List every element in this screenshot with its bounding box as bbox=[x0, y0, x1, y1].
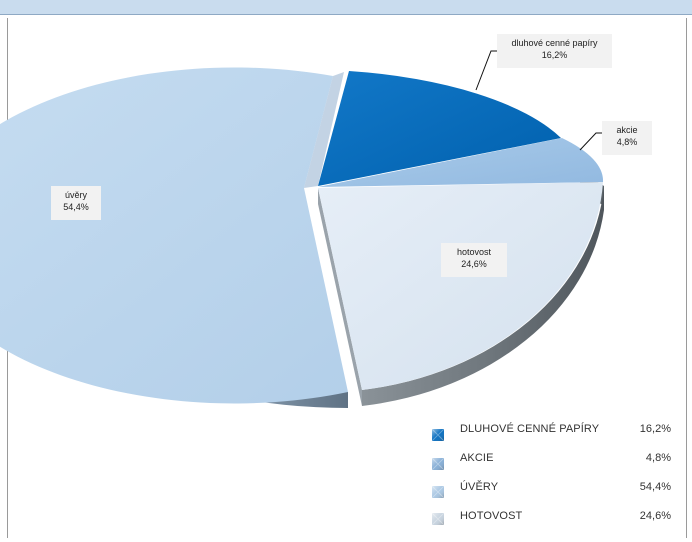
legend-swatch-dluhove bbox=[431, 428, 445, 442]
data-label-akcie-value: 4,8% bbox=[616, 137, 638, 147]
slice-dluhove-top bbox=[318, 71, 561, 186]
data-label-hotovost: hotovost 24,6% bbox=[441, 243, 507, 277]
leader-line-dluhove bbox=[475, 50, 497, 91]
legend-swatch-hotovost bbox=[431, 512, 445, 526]
data-label-uvery-name: úvěry bbox=[64, 190, 87, 200]
data-label-akcie-name: akcie bbox=[616, 125, 638, 135]
legend-item-hotovost: HOTOVOST 24,6% bbox=[431, 507, 677, 536]
slice-akcie-top bbox=[318, 138, 604, 187]
legend-value-uvery: 54,4% bbox=[639, 481, 671, 493]
legend-item-dluhove: DLUHOVÉ CENNÉ PAPÍRY 16,2% bbox=[431, 420, 677, 449]
legend-swatches bbox=[431, 428, 445, 526]
legend-item-akcie: AKCIE 4,8% bbox=[431, 449, 677, 478]
legend-name-hotovost: HOTOVOST bbox=[460, 510, 523, 522]
slice-uvery-top bbox=[0, 67, 348, 404]
legend-item-uvery: ÚVĚRY 54,4% bbox=[431, 478, 677, 507]
legend-name-uvery: ÚVĚRY bbox=[460, 481, 499, 493]
legend-swatch-akcie bbox=[431, 457, 445, 471]
data-label-hotovost-value: 24,6% bbox=[461, 259, 487, 269]
legend-value-hotovost: 24,6% bbox=[639, 510, 671, 522]
legend-value-dluhove: 16,2% bbox=[639, 423, 671, 435]
legend-swatch-uvery bbox=[431, 485, 445, 499]
legend-name-dluhove: DLUHOVÉ CENNÉ PAPÍRY bbox=[460, 423, 600, 435]
data-label-dluhove-name: dluhové cenné papíry bbox=[511, 38, 598, 48]
legend: DLUHOVÉ CENNÉ PAPÍRY 16,2% AKCIE 4,8% ÚV… bbox=[431, 420, 677, 536]
slice-hotovost-top bbox=[318, 182, 603, 390]
data-label-dluhove: dluhové cenné papíry 16,2% bbox=[497, 34, 612, 68]
data-label-dluhove-value: 16,2% bbox=[541, 50, 568, 60]
legend-value-akcie: 4,8% bbox=[645, 452, 671, 464]
data-label-hotovost-name: hotovost bbox=[456, 247, 492, 257]
data-label-akcie: akcie 4,8% bbox=[602, 121, 652, 155]
slice-uvery-inner-edge bbox=[304, 72, 344, 188]
slice-hotovost bbox=[318, 182, 604, 406]
data-label-uvery-value: 54,4% bbox=[63, 202, 89, 212]
slice-uvery bbox=[0, 67, 349, 408]
leader-line-akcie bbox=[579, 132, 602, 151]
header-strip bbox=[0, 0, 692, 15]
slice-hotovost-inner-wall bbox=[318, 188, 362, 406]
data-label-uvery: úvěry 54,4% bbox=[51, 186, 101, 220]
slice-dluhove bbox=[318, 71, 561, 186]
slice-hotovost-side bbox=[362, 186, 604, 406]
legend-name-akcie: AKCIE bbox=[460, 452, 494, 464]
